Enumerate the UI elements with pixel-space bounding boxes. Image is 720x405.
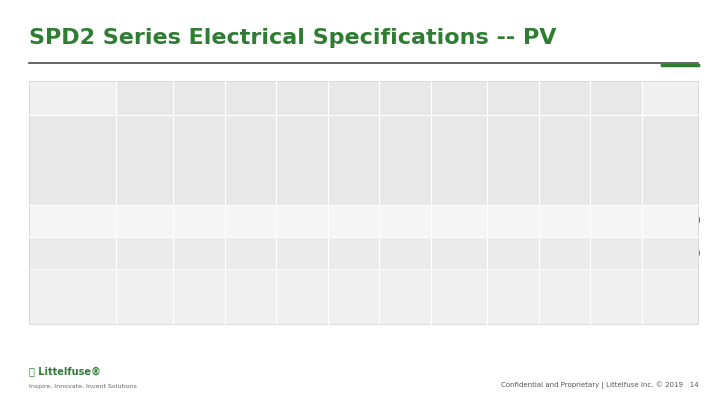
Text: Maximum
Permitted
DC Voltage
(Ipwl): Maximum Permitted DC Voltage (Ipwl) bbox=[440, 145, 478, 175]
Text: 20 kA: 20 kA bbox=[554, 216, 575, 225]
Text: 2600 V: 2600 V bbox=[500, 216, 526, 225]
Text: 1600 V: 1600 V bbox=[131, 249, 158, 258]
Text: Short-Circuit
Current
Rating
(ISCPV): Short-Circuit Current Rating (ISCPV) bbox=[383, 145, 427, 175]
Text: 20 kA: 20 kA bbox=[188, 249, 210, 258]
Text: Voltage
Protection
Rating
(VPR): Voltage Protection Rating (VPR) bbox=[495, 145, 531, 175]
Text: 40 kA: 40 kA bbox=[291, 249, 312, 258]
Text: 5000 V: 5000 V bbox=[340, 249, 367, 258]
Text: 60 kA: 60 kA bbox=[605, 216, 627, 225]
Text: IEC Electrical: IEC Electrical bbox=[241, 93, 305, 103]
Text: Confidential and Proprietary | Littelfuse Inc. © 2019   14: Confidential and Proprietary | Littelfus… bbox=[501, 381, 698, 389]
Text: ⬛ Littelfuse®: ⬛ Littelfuse® bbox=[29, 367, 101, 377]
Text: 3900 V: 3900 V bbox=[340, 216, 367, 225]
Text: Inspire, Innovate, Invent Solutions: Inspire, Innovate, Invent Solutions bbox=[29, 384, 137, 389]
Text: 20 kA: 20 kA bbox=[188, 216, 210, 225]
Text: Single
Unit
Weight: Single Unit Weight bbox=[658, 149, 683, 171]
Text: 11 kA: 11 kA bbox=[394, 249, 415, 258]
Text: 464 g (1.001 lb): 464 g (1.001 lb) bbox=[639, 249, 701, 258]
Text: Nominal
Discharge
Current
(8/20 μs)
(In): Nominal Discharge Current (8/20 μs) (In) bbox=[547, 141, 582, 179]
Text: 406 g (0.896 lb): 406 g (0.896 lb) bbox=[639, 216, 701, 225]
Text: 1600 V: 1600 V bbox=[446, 249, 472, 258]
Text: 1100 V: 1100 V bbox=[446, 216, 472, 225]
Text: 30 kA: 30 kA bbox=[239, 249, 261, 258]
Text: Maximum
Continuous
Operating
DC Voltage
(UCPV): Maximum Continuous Operating DC Voltage … bbox=[125, 142, 164, 178]
Text: SPD2 Series Electrical Specifications -- PV: SPD2 Series Electrical Specifications --… bbox=[29, 28, 557, 48]
Text: Voltage
Protection
Level
(Up): Voltage Protection Level (Up) bbox=[336, 145, 371, 175]
Text: 40 kA: 40 kA bbox=[239, 216, 261, 225]
Text: SPD2-PV11-3PD-R: SPD2-PV11-3PD-R bbox=[34, 216, 112, 225]
Text: Ordering Number: Ordering Number bbox=[42, 157, 103, 163]
Text: Short-Circuit
Current
Rating
(SCCR): Short-Circuit Current Rating (SCCR) bbox=[594, 145, 638, 175]
Text: 4000 V: 4000 V bbox=[500, 249, 526, 258]
Text: 20 kA: 20 kA bbox=[554, 249, 575, 258]
Text: UL Electrical: UL Electrical bbox=[505, 93, 567, 103]
Text: Maximum
Discharge
Current
(8/20 μs)
(Imax): Maximum Discharge Current (8/20 μs) (Ima… bbox=[233, 141, 268, 179]
Text: SPD2-PV16-3PD-R: SPD2-PV16-3PD-R bbox=[34, 249, 112, 258]
Text: 1100 V: 1100 V bbox=[131, 216, 158, 225]
Text: 65 kA: 65 kA bbox=[605, 249, 627, 258]
Text: 60 kA: 60 kA bbox=[291, 216, 312, 225]
Text: Total
Discharge
Current
(Itotal): Total Discharge Current (Itotal) bbox=[284, 145, 319, 175]
Text: 11 kA: 11 kA bbox=[394, 216, 415, 225]
Text: Nominal
Discharge
Current
(8/20 μs)
(In): Nominal Discharge Current (8/20 μs) (In) bbox=[181, 141, 216, 179]
